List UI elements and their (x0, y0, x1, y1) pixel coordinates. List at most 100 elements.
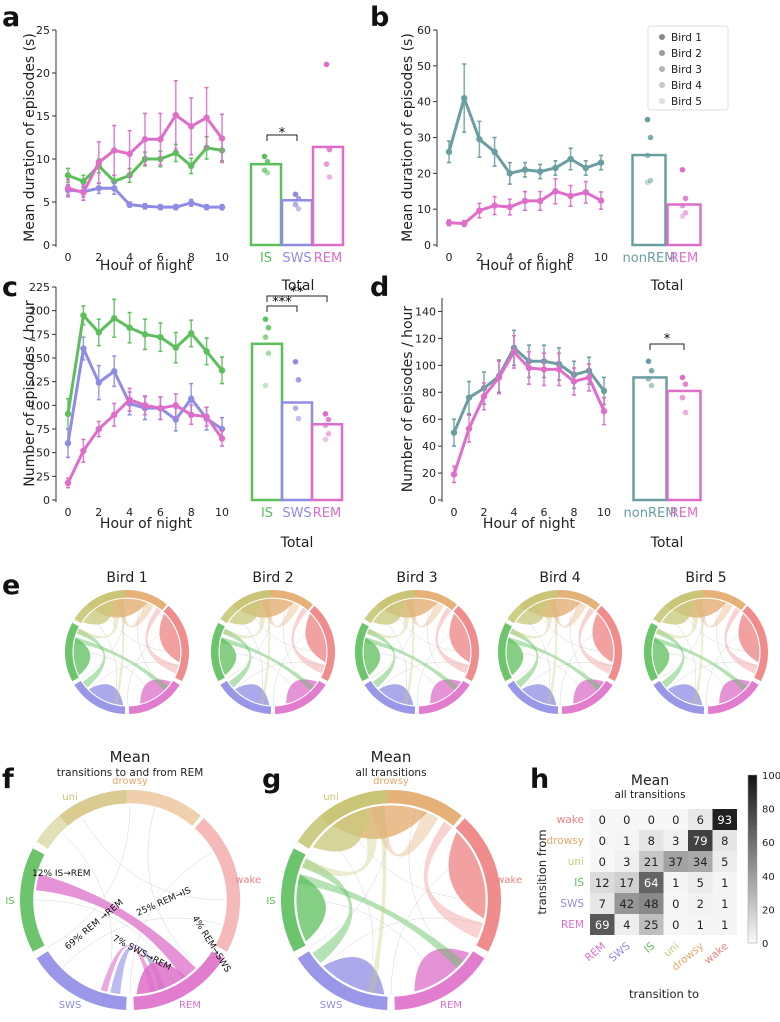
x-tick-label: 2 (476, 251, 483, 264)
heatmap-value: 0 (623, 813, 630, 827)
heatmap-cell (712, 830, 737, 851)
thin-link (522, 614, 551, 704)
data-point (552, 164, 559, 172)
x-tick-label: 4 (506, 251, 513, 264)
colorbar-step (748, 787, 757, 793)
colorbar-step (748, 917, 757, 923)
data-point (141, 203, 149, 210)
self-loop-uni (372, 600, 404, 625)
data-point (80, 312, 87, 319)
arc-wake (596, 605, 622, 682)
colorbar-step (748, 821, 757, 826)
thin-link (235, 614, 264, 704)
bar-label-REM: REM (314, 251, 342, 266)
data-point (465, 394, 473, 401)
heatmap-cell (712, 809, 737, 830)
arc-SWS (364, 680, 416, 714)
colorbar-tick: 100 (762, 771, 780, 782)
thin-link (416, 625, 464, 706)
x-axis-label: Hour of night (100, 516, 193, 532)
y-tick-label: 0 (429, 494, 436, 507)
colorbar-step (748, 863, 757, 868)
bird-point (682, 195, 689, 202)
arc-uni (36, 790, 127, 849)
y-tick-label: 50 (36, 447, 50, 460)
arc-SWS (74, 680, 126, 714)
heatmap-value: 0 (648, 813, 655, 827)
x-tick-label: 10 (597, 506, 611, 519)
x-tick-label: 8 (567, 251, 574, 264)
self-loop-REM (573, 679, 605, 704)
col-label-REM: REM (583, 940, 608, 964)
data-point (172, 344, 179, 351)
y-tick-label: 20 (422, 467, 436, 480)
x-axis-label: Hour of night (480, 258, 573, 274)
chord: drowsy wake REM SWS IS uni (5, 776, 261, 1011)
bird-point (325, 416, 332, 423)
thin-link (379, 614, 408, 704)
bird-point (682, 209, 689, 216)
thin-link (390, 605, 471, 653)
self-loop-uni (228, 600, 260, 625)
series-REM (64, 387, 226, 489)
chord-label-uni: uni (323, 792, 338, 803)
f-annotation: 25% REM→IS (135, 886, 193, 919)
y-tick-label: 120 (415, 332, 436, 345)
panel-label-e: e (2, 570, 20, 601)
y-axis-label: Mean duration of episodes (s) (22, 33, 38, 242)
bird-point (295, 376, 302, 383)
colorbar-step (748, 880, 757, 885)
bird-point (326, 174, 333, 180)
y-tick-label: 30 (417, 132, 431, 145)
data-point (95, 159, 103, 166)
y-tick-label: 0 (43, 239, 50, 252)
heatmap-cell (688, 872, 713, 893)
data-point (141, 136, 149, 143)
bird-point (295, 206, 302, 212)
ribbon-wake-drowsy (145, 607, 179, 674)
data-point (95, 425, 103, 433)
heatmap-cell (663, 872, 688, 893)
thin-link (136, 600, 165, 690)
self-loop-uni (515, 600, 547, 625)
ribbon-IS-REM (653, 637, 747, 691)
ribbon-wake-drowsy (423, 821, 483, 939)
bird-point (261, 153, 268, 160)
x-tick-label: 2 (481, 506, 488, 519)
row-label-SWS: SWS (560, 898, 584, 910)
data-point (157, 333, 164, 341)
ribbon-SWS-REM (110, 945, 166, 995)
heatmap-cell (639, 851, 664, 872)
colorbar-step (748, 859, 757, 864)
bird-point (265, 324, 272, 331)
data-point (172, 402, 179, 409)
self-loop-SWS (667, 684, 703, 706)
heatmap-value: 6 (697, 813, 704, 827)
x-tick-label: 4 (511, 506, 518, 519)
heatmap-cell (590, 914, 615, 935)
data-point (461, 220, 468, 227)
colorbar-step (748, 922, 757, 927)
self-loop-REM (136, 961, 186, 995)
self-loop-wake (305, 613, 327, 663)
heatmap-value: 8 (721, 834, 728, 848)
x-axis-label: Hour of night (100, 258, 193, 274)
panel-label-a: a (2, 2, 20, 33)
heatmap-value: 3 (672, 834, 679, 848)
heatmap-value: 69 (595, 918, 610, 932)
data-point (80, 189, 87, 196)
x-axis-label: Hour of night (483, 516, 576, 532)
y-tick-label: 80 (422, 386, 436, 399)
bird-point (292, 191, 299, 198)
ribbon-IS-REM (507, 637, 601, 691)
bird-point (682, 409, 689, 416)
col-label-SWS: SWS (607, 940, 633, 965)
arc-IS (65, 622, 79, 682)
x-tick-label: 4 (126, 506, 133, 519)
bird-point (264, 169, 271, 176)
heatmap-cell (639, 830, 664, 851)
ribbon-IS-REM (220, 637, 314, 691)
bird-5-title: Bird 5 (685, 570, 726, 586)
self-loop-IS (506, 637, 524, 676)
